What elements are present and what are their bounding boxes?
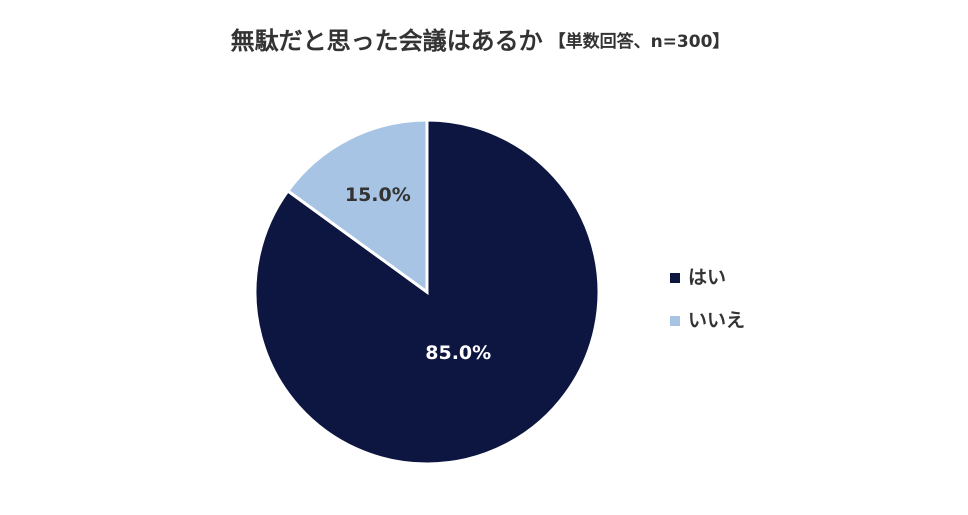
chart-heading: 無駄だと思った会議はあるか 【単数回答、n=300】: [231, 27, 730, 55]
legend-label: はい: [688, 267, 726, 289]
legend-marker: [670, 316, 680, 326]
pie-slice: [285, 118, 429, 295]
legend-label: いいえ: [688, 310, 745, 332]
data-label: 85.0%: [425, 342, 491, 364]
chart-subtitle: 【単数回答、n=300】: [549, 31, 730, 52]
chart-title: 無駄だと思った会議はあるか: [231, 27, 543, 55]
data-label: 15.0%: [345, 184, 411, 206]
legend-marker: [670, 273, 680, 283]
